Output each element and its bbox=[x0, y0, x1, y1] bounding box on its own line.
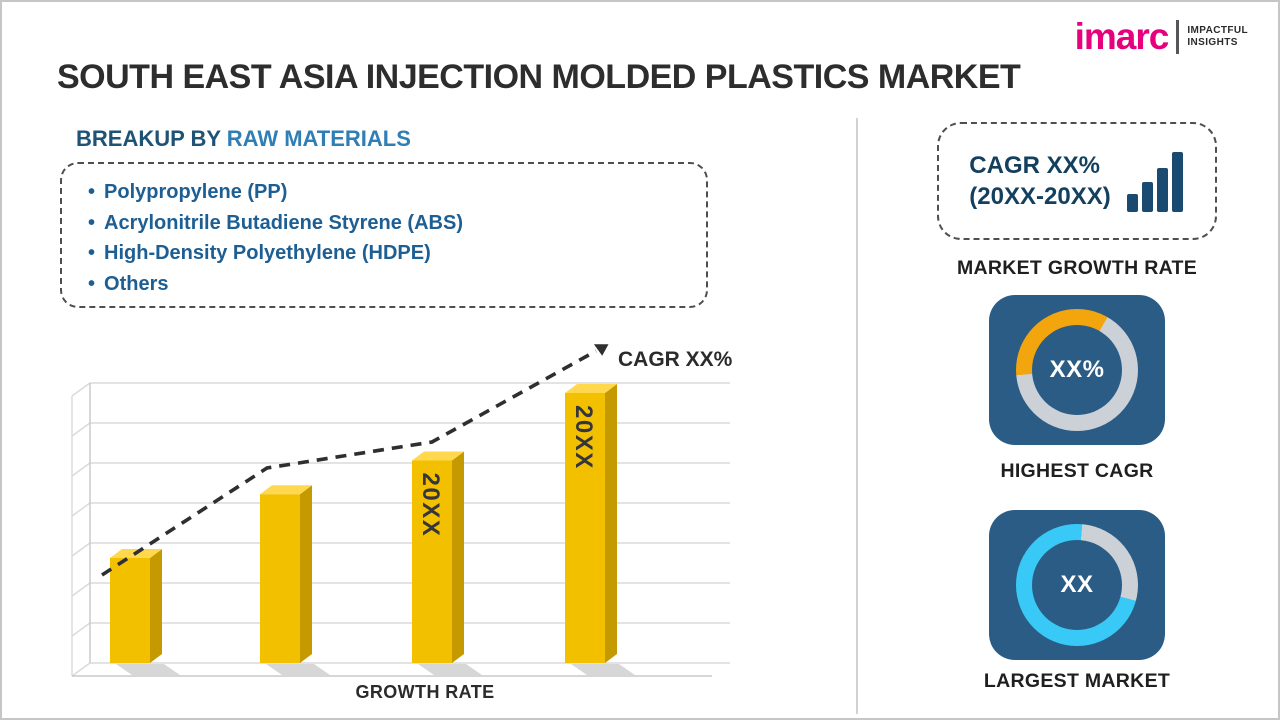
bullet-icon: • bbox=[88, 181, 96, 203]
raw-materials-list: • Polypropylene (PP) • Acrylonitrile Butad… bbox=[62, 164, 706, 299]
largest-market-label: LARGEST MARKET bbox=[983, 670, 1171, 692]
section-divider bbox=[856, 118, 858, 714]
highest-cagr-donut: XX% bbox=[1016, 309, 1138, 431]
imarc-logo: imarc IMPACTFUL INSIGHTS bbox=[1075, 18, 1248, 55]
material-item-label: Polypropylene (PP) bbox=[104, 181, 288, 203]
largest-market-value: XX bbox=[1060, 571, 1094, 598]
highest-cagr-donut-hole: XX% bbox=[1032, 325, 1122, 415]
material-item-label: High-Density Polyethylene (HDPE) bbox=[104, 242, 431, 264]
svg-text:20XX: 20XX bbox=[417, 473, 444, 538]
largest-market-card: XX bbox=[989, 510, 1165, 660]
material-item: • Acrylonitrile Butadiene Styrene (ABS) bbox=[88, 208, 696, 239]
chart-x-axis-label: GROWTH RATE bbox=[355, 682, 495, 702]
tagline-line-1: IMPACTFUL bbox=[1187, 24, 1248, 36]
tagline-line-2: INSIGHTS bbox=[1187, 36, 1238, 48]
bar-chart-icon bbox=[1126, 152, 1183, 212]
svg-text:20XX: 20XX bbox=[570, 405, 597, 470]
bullet-icon: • bbox=[88, 272, 96, 295]
logo-divider bbox=[1176, 19, 1180, 54]
page-title: SOUTH EAST ASIA INJECTION MOLDED PLASTIC… bbox=[57, 58, 1021, 96]
growth-bar-chart-svg: 20XX 20XX CAGR XX% bbox=[71, 344, 733, 677]
largest-market-donut: XX bbox=[1016, 524, 1138, 646]
material-item-label: Others bbox=[104, 272, 169, 295]
material-item: • Others bbox=[88, 269, 696, 300]
cagr-box-text: CAGR XX% (20XX-20XX) bbox=[969, 150, 1110, 212]
imarc-logo-tagline: IMPACTFUL INSIGHTS bbox=[1187, 25, 1248, 49]
largest-market-donut-hole: XX bbox=[1032, 540, 1122, 630]
cagr-box-line-2: (20XX-20XX) bbox=[969, 183, 1111, 210]
market-growth-rate-label: MARKET GROWTH RATE bbox=[956, 257, 1198, 279]
growth-bar-chart: 20XX 20XX CAGR XX% bbox=[62, 340, 742, 687]
highest-cagr-label: HIGHEST CAGR bbox=[1000, 460, 1154, 482]
breakup-heading-highlight: RAW MATERIALS bbox=[226, 126, 411, 151]
svg-text:CAGR XX%: CAGR XX% bbox=[618, 348, 733, 371]
highest-cagr-card: XX% bbox=[989, 295, 1165, 445]
highest-cagr-value: XX% bbox=[1049, 356, 1105, 383]
material-item-label: Acrylonitrile Butadiene Styrene (ABS) bbox=[104, 211, 463, 234]
breakup-heading: BREAKUP BY RAW MATERIALS bbox=[76, 126, 411, 152]
material-item: • High-Density Polyethylene (HDPE) bbox=[88, 238, 696, 269]
material-item: • Polypropylene (PP) bbox=[88, 177, 696, 208]
bullet-icon: • bbox=[88, 211, 96, 234]
bullet-icon: • bbox=[88, 242, 96, 264]
raw-materials-box: • Polypropylene (PP) • Acrylonitrile Butad… bbox=[60, 162, 708, 308]
market-growth-rate-box: CAGR XX% (20XX-20XX) bbox=[937, 122, 1217, 240]
imarc-logo-text: imarc bbox=[1074, 16, 1170, 57]
breakup-heading-prefix: BREAKUP BY bbox=[76, 126, 227, 151]
cagr-box-line-1: CAGR XX% bbox=[969, 152, 1100, 179]
